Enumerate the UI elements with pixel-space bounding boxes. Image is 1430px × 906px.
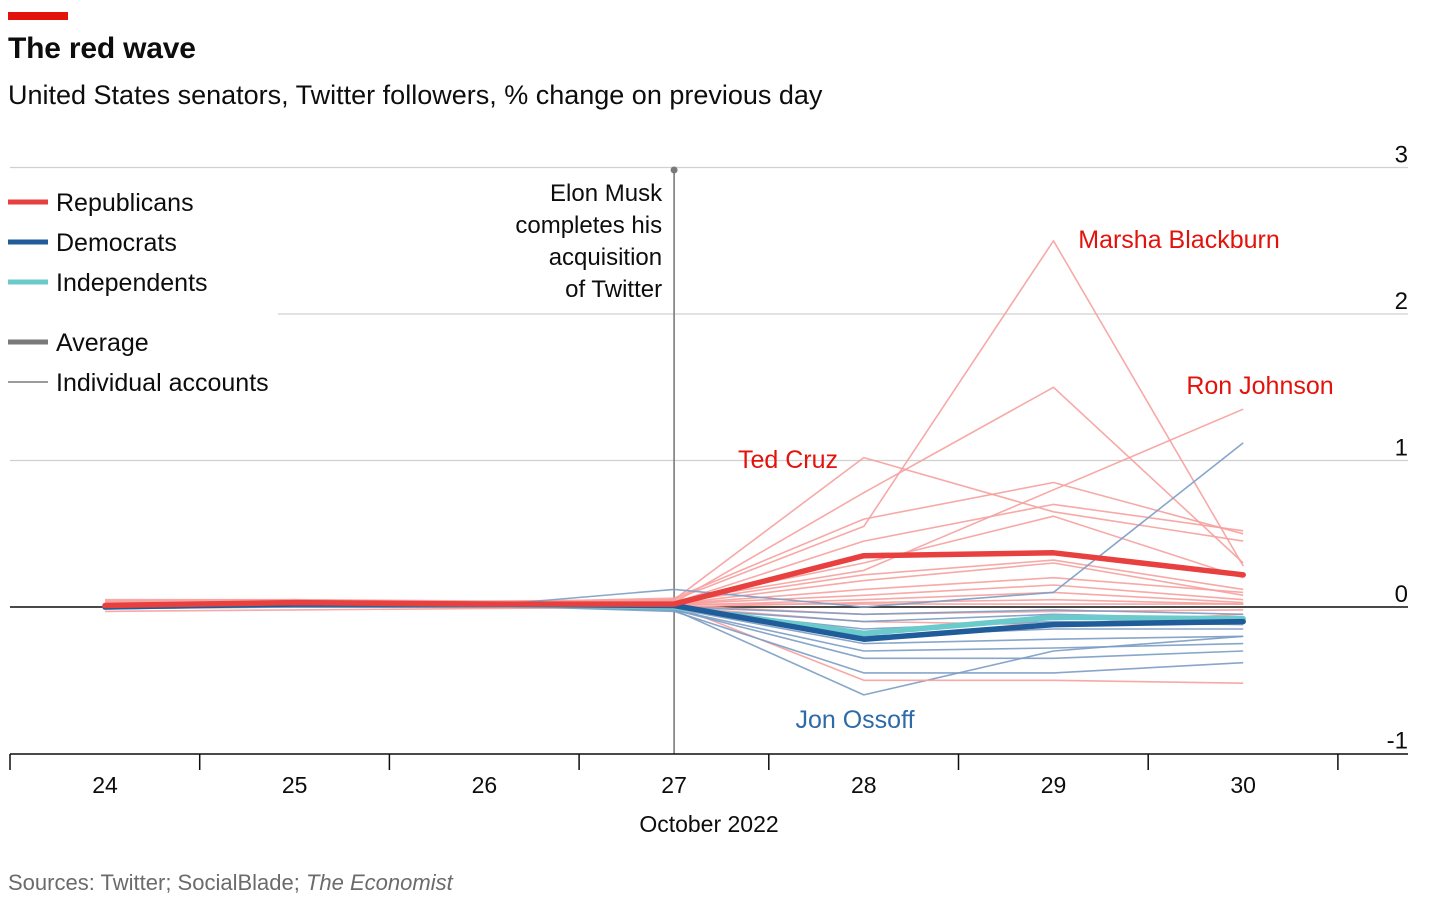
legend-label: Independents: [56, 269, 208, 297]
legend-label: Individual accounts: [56, 369, 269, 397]
source-prefix: Sources: Twitter; SocialBlade;: [8, 870, 306, 895]
legend-label: Average: [56, 329, 149, 357]
x-axis-label: October 2022: [639, 811, 778, 837]
y-tick-label: 0: [1395, 581, 1408, 608]
event-marker: [670, 166, 678, 174]
legend-item: Democrats: [8, 229, 177, 257]
y-tick-label: 3: [1395, 142, 1408, 169]
x-tick-label: 29: [1041, 772, 1067, 798]
legend: Republicans Democrats Independents Average I…: [8, 189, 269, 397]
annotation-line: completes his: [515, 212, 662, 239]
x-tick-label: 28: [851, 772, 877, 798]
annotation-layer: Elon Musk completes his acquisition of Twit…: [515, 166, 678, 754]
legend-item: Independents: [8, 269, 208, 297]
legend-label: Democrats: [56, 229, 177, 257]
x-tick-label: 24: [92, 772, 118, 798]
y-tick-label: 2: [1395, 288, 1408, 315]
y-tick-label: 1: [1395, 435, 1408, 462]
x-tick-label: 30: [1230, 772, 1256, 798]
series-labels: Marsha Blackburn Ron Johnson Ted Cruz Jon O…: [738, 226, 1334, 734]
accent-bar: [8, 12, 68, 20]
x-tick-label: 27: [661, 772, 687, 798]
annotation-line: of Twitter: [565, 276, 662, 303]
legend-item: Individual accounts: [8, 369, 269, 397]
chart-title: The red wave: [8, 32, 196, 65]
y-tick-label: -1: [1387, 728, 1408, 755]
label-jon-ossoff: Jon Ossoff: [795, 706, 914, 734]
annotation-line: Elon Musk: [550, 180, 663, 207]
label-marsha-blackburn: Marsha Blackburn: [1078, 226, 1279, 254]
label-ted-cruz: Ted Cruz: [738, 446, 838, 474]
legend-label: Republicans: [56, 189, 194, 217]
legend-item: Average: [8, 329, 149, 357]
source-publication: The Economist: [305, 870, 453, 895]
legend-item: Republicans: [8, 189, 194, 217]
x-axis: 24 25 26 27 28 29 30 October 2022: [9, 753, 1408, 837]
label-ron-johnson: Ron Johnson: [1186, 372, 1333, 400]
x-tick-label: 26: [472, 772, 498, 798]
average-series-layer: [102, 550, 1246, 642]
x-tick-label: 25: [282, 772, 308, 798]
source-note: Sources: Twitter; SocialBlade; The Econo…: [8, 870, 453, 896]
series-average-republican: [102, 550, 1246, 609]
chart-subtitle: United States senators, Twitter follower…: [8, 80, 823, 110]
series-individual-republican: [104, 481, 1244, 604]
annotation-line: acquisition: [549, 244, 662, 271]
